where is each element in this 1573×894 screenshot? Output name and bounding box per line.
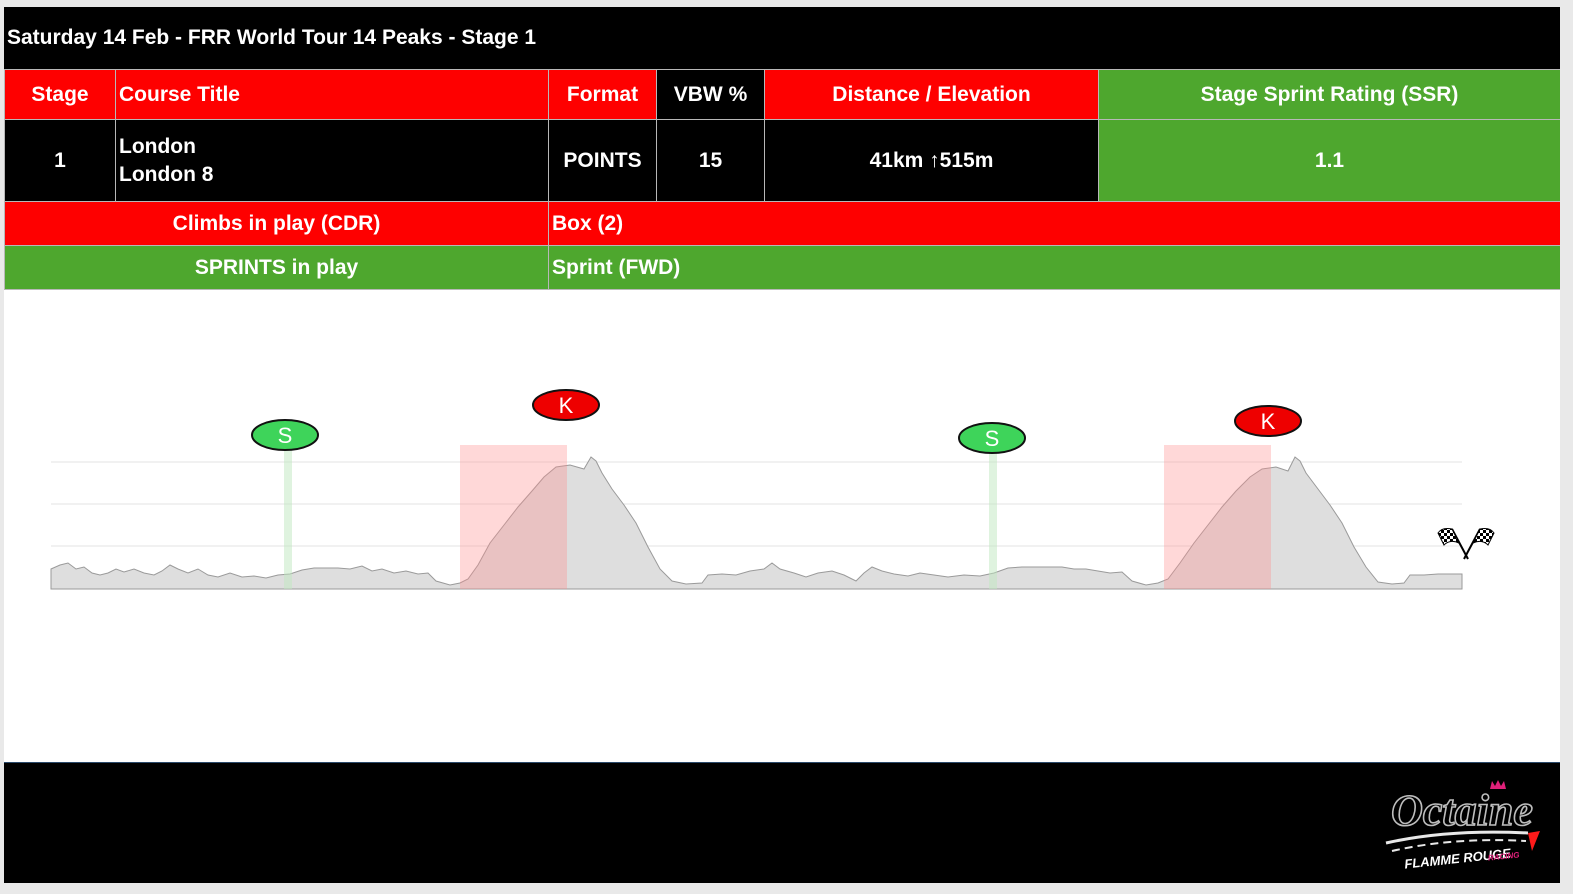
crown-icon — [1490, 780, 1506, 789]
climb-box-2 — [1164, 445, 1271, 589]
stage-card: Saturday 14 Feb - FRR World Tour 14 Peak… — [4, 7, 1560, 883]
sprints-value: Sprint (FWD) — [548, 245, 1560, 290]
kom-marker: K — [532, 389, 600, 421]
climbs-value: Box (2) — [548, 201, 1560, 246]
sprints-row: SPRINTS in play Sprint (FWD) — [4, 245, 1560, 290]
ssr-value: 1.1 — [1098, 119, 1560, 202]
logo-tag: RACING — [1488, 850, 1520, 862]
stage-info-table: Stage Course Title Format VBW % Distance… — [4, 69, 1560, 290]
table-header-row: Stage Course Title Format VBW % Distance… — [4, 69, 1560, 120]
distance-elevation-header: Distance / Elevation — [764, 69, 1099, 120]
climbs-row: Climbs in play (CDR) Box (2) — [4, 201, 1560, 246]
vbw-header: VBW % — [656, 69, 765, 120]
kom-marker-label: K — [559, 393, 574, 418]
elevation-area — [50, 456, 1463, 590]
elevation-profile: S K S K — [50, 389, 1495, 590]
sprint-marker-label: S — [985, 426, 1000, 451]
red-flag-icon — [1528, 831, 1540, 851]
sprint-marker-label: S — [278, 423, 293, 448]
kom-marker: K — [1234, 405, 1302, 437]
distance-elevation-value: 41km ↑515m — [764, 119, 1099, 202]
table-row: 1 London London 8 POINTS 15 41km ↑515m 1… — [4, 119, 1560, 202]
climb-box-1 — [460, 445, 567, 589]
climbs-label: Climbs in play (CDR) — [4, 201, 549, 246]
course-world: London — [119, 134, 196, 158]
sprint-line-1 — [284, 447, 292, 589]
checkered-flags-icon — [1437, 528, 1495, 560]
kom-marker-label: K — [1261, 409, 1276, 434]
course-route: London 8 — [119, 162, 214, 186]
course-title-cell: London London 8 — [115, 119, 549, 202]
stage-header: Stage — [4, 69, 116, 120]
sprint-line-2 — [989, 449, 997, 589]
vbw-value: 15 — [656, 119, 765, 202]
format-value: POINTS — [548, 119, 657, 202]
stage-number: 1 — [4, 119, 116, 202]
sprint-marker: S — [958, 422, 1026, 454]
page-title: Saturday 14 Feb - FRR World Tour 14 Peak… — [4, 7, 1560, 69]
ssr-header: Stage Sprint Rating (SSR) — [1098, 69, 1560, 120]
sprint-marker: S — [251, 419, 319, 451]
format-header: Format — [548, 69, 657, 120]
octaine-flamme-rouge-logo: Octaine FLAMME ROUGE RACING — [1385, 780, 1540, 872]
logo-wordmark: Octaine — [1391, 786, 1533, 835]
sprints-label: SPRINTS in play — [4, 245, 549, 290]
course-title-header: Course Title — [115, 69, 549, 120]
footer-bar: Octaine FLAMME ROUGE RACING — [4, 762, 1560, 883]
